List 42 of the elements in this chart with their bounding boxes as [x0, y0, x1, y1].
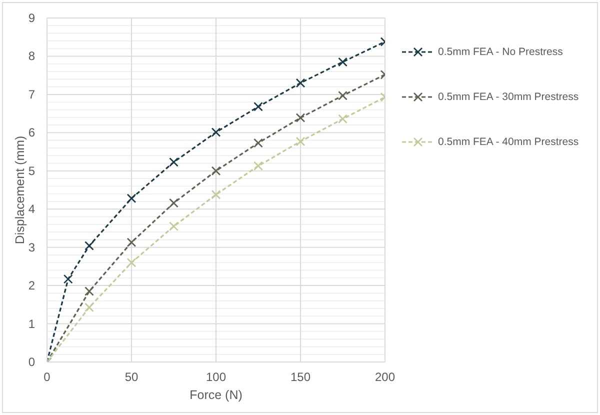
point [169, 157, 178, 167]
y-tick-label: 2 [28, 278, 36, 293]
y-tick-label: 4 [28, 202, 36, 216]
point [296, 78, 306, 88]
point [84, 302, 94, 312]
point [211, 190, 221, 200]
x-tick-label: 100 [206, 370, 226, 384]
legend-label: 0.5mm FEA - 40mm Prestress [438, 136, 579, 148]
y-tick-label: 0 [28, 355, 36, 369]
y-tick-label: 6 [28, 126, 36, 140]
point [338, 90, 348, 100]
point [169, 198, 178, 208]
point [338, 114, 348, 124]
legend-label: 0.5mm FEA - No Prestress [438, 46, 563, 58]
point [126, 194, 136, 204]
x-tick-label: 150 [290, 370, 311, 384]
point [338, 57, 348, 67]
x-axis-title: Force (N) [190, 388, 242, 402]
point [63, 274, 73, 284]
point [84, 286, 94, 296]
y-axis-title: Displacement (mm) [13, 136, 27, 244]
point [254, 102, 263, 112]
point [211, 166, 221, 176]
x-tick-label: 200 [374, 370, 396, 384]
point [126, 238, 136, 248]
point [296, 113, 306, 122]
point [211, 128, 221, 137]
y-tick-label: 3 [28, 240, 36, 254]
point [254, 161, 263, 171]
y-tick-label: 5 [28, 164, 36, 178]
y-tick-label: 7 [28, 87, 36, 102]
y-tick-label: 9 [28, 11, 36, 25]
point [126, 258, 136, 268]
x-tick-label: 0 [44, 370, 51, 384]
y-tick-label: 1 [28, 316, 36, 331]
y-tick-label: 8 [28, 49, 36, 64]
point [296, 136, 306, 146]
point [84, 241, 94, 251]
x-tick-label: 50 [124, 370, 138, 384]
point [169, 222, 178, 232]
legend-label: 0.5mm FEA - 30mm Prestress [438, 91, 579, 103]
point [254, 138, 263, 148]
